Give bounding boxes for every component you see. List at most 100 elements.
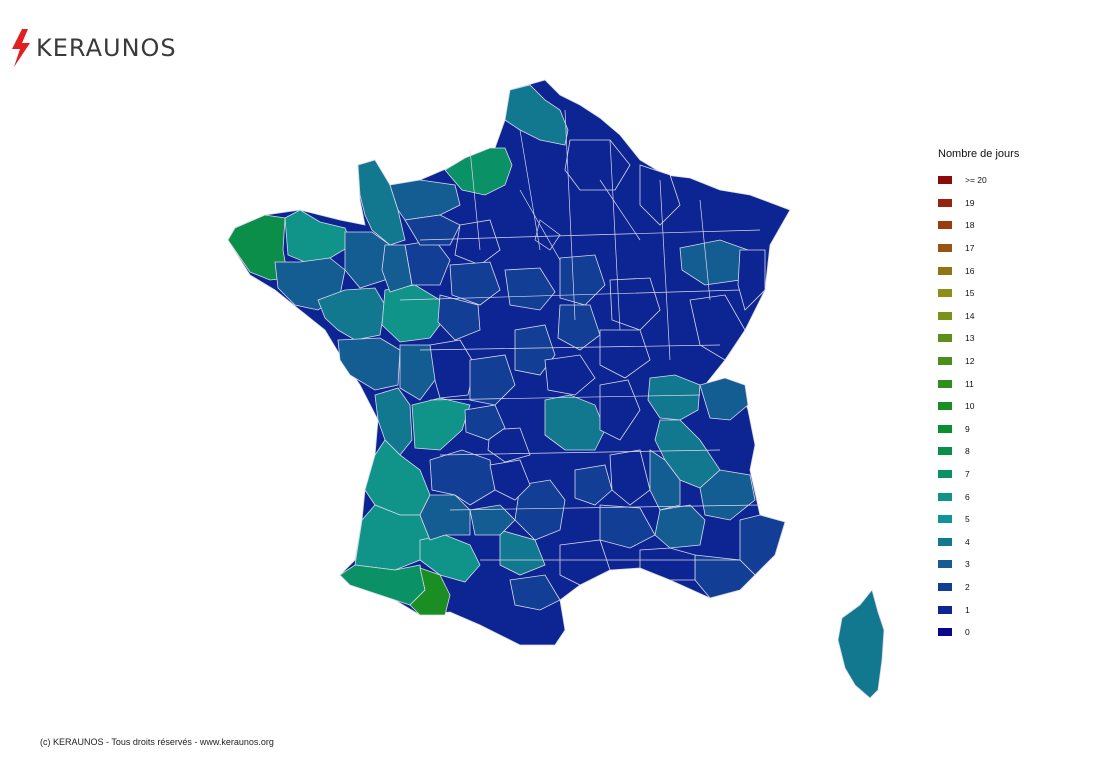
dept-bouches-du-rhone [639,547,696,581]
legend-label: 19 [965,197,975,208]
dept-indre [469,354,516,406]
legend-label: 15 [965,288,975,299]
legend-item: 14 [938,305,1019,328]
legend-item: 2 [938,576,1019,599]
dept-charente-maritime [374,387,413,456]
dept-gers [419,534,481,583]
legend-item: >= 20 [938,169,1019,192]
legend-swatch [938,447,952,456]
dept-orne [404,214,461,246]
dept-mayenne [381,244,413,293]
copyright-footer: (c) KERAUNOS - Tous droits réservés - ww… [40,737,274,747]
legend-swatch [938,357,952,366]
dept-ain-savoie [647,374,701,421]
dept-haute-savoie [699,377,749,421]
dept-doubs [689,294,746,361]
legend-item: 6 [938,485,1019,508]
legend-label: 7 [965,469,970,480]
dept-ille-et-vilaine [344,231,391,289]
legend-label: 4 [965,536,970,547]
dept-ardeche [609,449,651,506]
dept-alpes-maritimes [739,514,786,576]
legend-swatch [938,334,952,343]
legend-label: 6 [965,491,970,502]
legend-swatch [938,379,952,388]
legend-item: 17 [938,237,1019,260]
corsica [837,589,885,699]
legend-label: 13 [965,333,975,344]
legend-swatch [938,605,952,614]
dept-rhone-loire [599,379,641,441]
dept-cantal-puy [544,394,606,451]
dept-cote-dor [609,277,661,331]
dept-saone-et-loire [599,329,651,379]
legend-label: >= 20 [965,175,987,186]
dept-indre-et-loire [437,294,481,341]
dept-lot [489,459,531,501]
dept-vendee [337,337,401,391]
legend-item: 8 [938,440,1019,463]
dept-yonne [559,254,606,306]
legend-item: 5 [938,508,1019,531]
legend-label: 14 [965,310,975,321]
legend-swatch [938,492,952,501]
dept-tarn [499,529,546,576]
dept-drome [649,449,681,511]
legend-swatch [938,470,952,479]
legend-item: 10 [938,395,1019,418]
legend-item: 7 [938,463,1019,486]
legend-item: 4 [938,531,1019,554]
legend-item: 1 [938,598,1019,621]
legend-title: Nombre de jours [938,148,1020,160]
legend: Nombre de jours >= 20 19 18 17 16 15 14 13 12 11 1… [938,148,1019,643]
legend-swatch [938,537,952,546]
legend-swatch [938,311,952,320]
legend-items: >= 20 19 18 17 16 15 14 13 12 11 10 9 8 7 6 5 4 3 2 1 0 [938,169,1019,643]
logo-wordmark: KERAUNOS [36,34,177,62]
dept-meuse [639,164,681,226]
dept-hautes-alpes [699,469,756,521]
dept-lot-et-garonne [419,494,471,541]
legend-label: 5 [965,514,970,525]
legend-item: 12 [938,350,1019,373]
legend-label: 10 [965,401,975,412]
legend-label: 1 [965,604,970,615]
dept-tarn-et-garonne [469,504,516,536]
dept-loiret [504,267,556,311]
keraunos-logo: KERAUNOS [10,28,177,68]
legend-label: 2 [965,581,970,592]
dept-haute-vienne [464,404,506,441]
legend-item: 13 [938,327,1019,350]
legend-item: 15 [938,282,1019,305]
legend-label: 17 [965,243,975,254]
dept-gard [599,504,656,549]
dept-herault [559,539,611,586]
dept-aude [509,574,561,611]
legend-label: 12 [965,356,975,367]
legend-swatch [938,289,952,298]
department-borders [399,109,761,561]
legend-swatch [938,266,952,275]
legend-item: 0 [938,621,1019,644]
legend-item: 18 [938,214,1019,237]
legend-label: 0 [965,627,970,638]
dept-eure-et-loir [454,219,501,266]
legend-label: 3 [965,559,970,570]
dept-haut-rhin [737,249,766,311]
dept-lozere [574,464,613,506]
legend-label: 9 [965,423,970,434]
dept-nievre [557,304,601,351]
legend-label: 16 [965,265,975,276]
dept-deux-sevres [399,344,436,401]
legend-swatch [938,221,952,230]
legend-swatch [938,176,952,185]
dept-pyrenees-atlantiques [339,564,426,606]
legend-swatch [938,424,952,433]
legend-item: 9 [938,418,1019,441]
legend-item: 19 [938,192,1019,215]
legend-label: 8 [965,446,970,457]
legend-swatch [938,628,952,637]
dept-loire-atlantique [317,287,386,341]
dept-seine-maritime [444,147,513,196]
